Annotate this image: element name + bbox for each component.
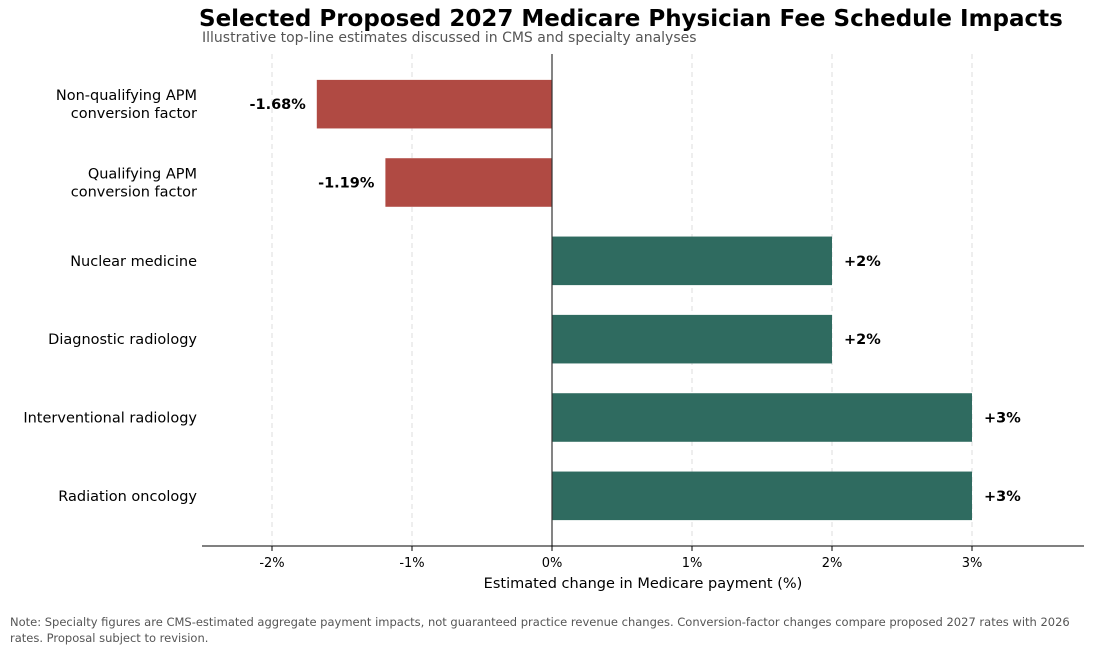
value-label: +2% [844, 332, 881, 348]
value-label: +3% [984, 489, 1021, 505]
value-label: +2% [844, 254, 881, 270]
category-label-line: conversion factor [71, 106, 197, 122]
category-label-line: Non-qualifying APM [56, 88, 197, 104]
chart-note: Note: Specialty figures are CMS-estimate… [10, 615, 1070, 645]
category-label-line: Diagnostic radiology [48, 332, 197, 348]
value-label: +3% [984, 411, 1021, 427]
bar [552, 471, 972, 521]
bar [316, 79, 552, 129]
bars [316, 79, 972, 521]
x-tick-label: -1% [399, 556, 424, 571]
category-label: Interventional radiology [23, 411, 197, 427]
x-tick-label: 3% [962, 556, 983, 571]
x-axis-label: Estimated change in Medicare payment (%) [484, 576, 803, 592]
chart-title: Selected Proposed 2027 Medicare Physicia… [199, 6, 1063, 32]
axes [202, 54, 1084, 551]
labels: -1.68% -1.19% +2% +2% +3% +3% Non-qualifying A… [23, 88, 1021, 592]
value-label: -1.19% [318, 176, 375, 192]
bar-chart: -1.68% -1.19% +2% +2% +3% +3% Non-qualifying A… [23, 54, 1084, 592]
bar [552, 314, 832, 364]
chart-subtitle: Illustrative top-line estimates discusse… [202, 30, 697, 46]
category-label: Nuclear medicine [70, 254, 197, 270]
x-tick-label: 1% [682, 556, 703, 571]
category-label-line: conversion factor [71, 185, 197, 201]
x-tick-label: 0% [542, 556, 563, 571]
category-label: Qualifying APM conversion factor [71, 167, 197, 201]
category-label-line: Nuclear medicine [70, 254, 197, 270]
category-label: Non-qualifying APM conversion factor [56, 88, 197, 122]
bar [552, 393, 972, 442]
x-tick-label: 2% [822, 556, 843, 571]
category-label-line: Qualifying APM [88, 167, 197, 183]
bar [552, 236, 832, 286]
value-label: -1.68% [249, 97, 306, 113]
category-label-line: Radiation oncology [58, 489, 197, 505]
bar [385, 158, 552, 207]
x-tick-label: -2% [259, 556, 284, 571]
category-label: Diagnostic radiology [48, 332, 197, 348]
category-label: Radiation oncology [58, 489, 197, 505]
category-label-line: Interventional radiology [23, 411, 197, 427]
